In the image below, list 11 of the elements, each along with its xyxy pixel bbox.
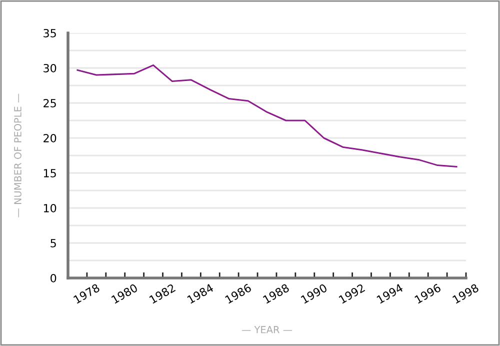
x-axis-title: — YEAR —	[242, 326, 292, 334]
y-axis-title: — NUMBER OF PEOPLE —	[14, 94, 22, 218]
y-tick-label: 20	[44, 134, 56, 142]
y-tick-label: 15	[44, 169, 56, 178]
y-tick-label: 25	[44, 98, 56, 108]
line-series	[76, 64, 458, 168]
y-tick-label: 30	[44, 64, 56, 72]
y-tick-label: 0	[50, 274, 56, 282]
y-tick-label: 10	[44, 204, 56, 212]
y-tick-label: 5	[50, 239, 56, 248]
y-tick-label: 35	[44, 28, 56, 38]
